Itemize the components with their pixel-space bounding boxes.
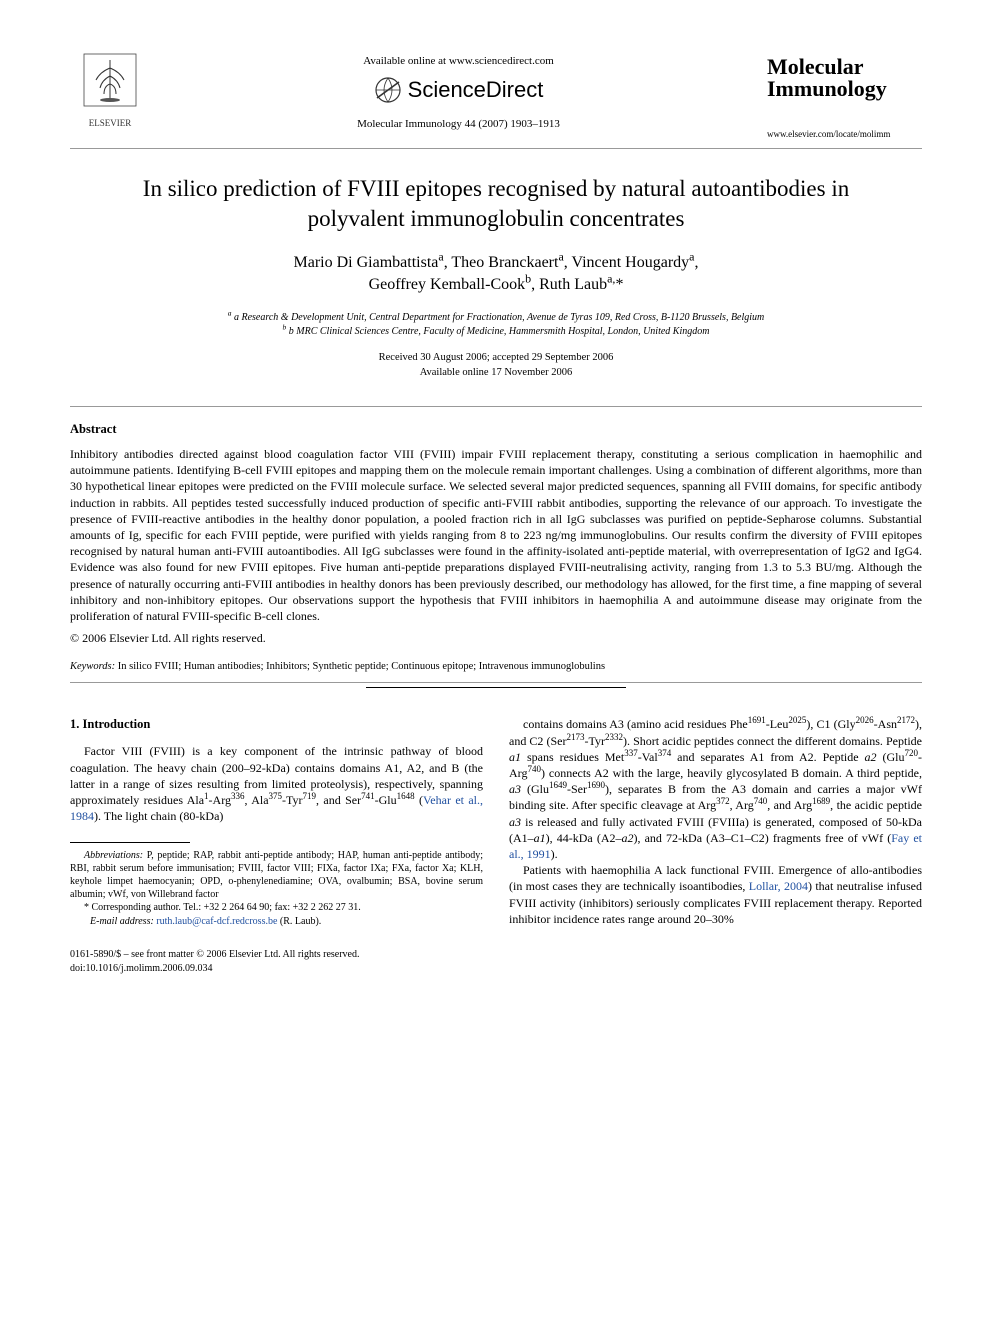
right-column: contains domains A3 (amino acid residues… bbox=[509, 716, 922, 928]
intro-para-right-2: Patients with haemophilia A lack functio… bbox=[509, 862, 922, 927]
journal-header: ELSEVIER Available online at www.science… bbox=[70, 50, 922, 149]
authors-line-1: Mario Di Giambattistaa, Theo Branckaerta… bbox=[70, 252, 922, 274]
elsevier-label: ELSEVIER bbox=[70, 117, 150, 129]
front-matter-line: 0161-5890/$ – see front matter © 2006 El… bbox=[70, 948, 922, 962]
doi-line: doi:10.1016/j.molimm.2006.09.034 bbox=[70, 962, 922, 976]
journal-url: www.elsevier.com/locate/molimm bbox=[767, 128, 922, 140]
abstract-body: Inhibitory antibodies directed against b… bbox=[70, 446, 922, 624]
sciencedirect-icon bbox=[374, 76, 402, 104]
email-label: E-mail address: bbox=[90, 916, 154, 927]
journal-name-line2: Immunology bbox=[767, 78, 922, 100]
sciencedirect-label: ScienceDirect bbox=[408, 75, 544, 105]
article-title: In silico prediction of FVIII epitopes r… bbox=[110, 174, 882, 234]
citation-fay[interactable]: Fay et al., 1991 bbox=[509, 831, 922, 861]
journal-logo-block: Molecular Immunology www.elsevier.com/lo… bbox=[767, 50, 922, 140]
available-online-text: Available online at www.sciencedirect.co… bbox=[160, 54, 757, 69]
header-center: Available online at www.sciencedirect.co… bbox=[150, 50, 767, 131]
intro-para-right-1: contains domains A3 (amino acid residues… bbox=[509, 716, 922, 862]
abbrev-label: Abbreviations: bbox=[84, 850, 143, 861]
elsevier-logo: ELSEVIER bbox=[70, 50, 150, 129]
corresponding-email: E-mail address: ruth.laub@caf-dcf.redcro… bbox=[70, 915, 483, 929]
elsevier-tree-icon bbox=[80, 50, 140, 110]
dates-received: Received 30 August 2006; accepted 29 Sep… bbox=[70, 350, 922, 365]
dates-available: Available online 17 November 2006 bbox=[70, 365, 922, 380]
journal-reference: Molecular Immunology 44 (2007) 1903–1913 bbox=[160, 117, 757, 132]
keywords-label: Keywords: bbox=[70, 661, 115, 672]
keywords-line: Keywords: In silico FVIII; Human antibod… bbox=[70, 660, 922, 674]
section-divider bbox=[366, 687, 626, 688]
body-two-columns: 1. Introduction Factor VIII (FVIII) is a… bbox=[70, 716, 922, 928]
corresponding-author: * Corresponding author. Tel.: +32 2 264 … bbox=[70, 901, 483, 915]
intro-para-left: Factor VIII (FVIII) is a key component o… bbox=[70, 743, 483, 824]
affiliations: a a Research & Development Unit, Central… bbox=[70, 311, 922, 340]
sciencedirect-logo: ScienceDirect bbox=[160, 75, 757, 105]
citation-lollar[interactable]: Lollar, 2004 bbox=[749, 879, 808, 893]
affiliation-a: a a Research & Development Unit, Central… bbox=[70, 311, 922, 326]
affiliation-b: b b MRC Clinical Sciences Centre, Facult… bbox=[70, 325, 922, 340]
footnote-rule bbox=[70, 842, 190, 843]
abstract-heading: Abstract bbox=[70, 421, 922, 438]
introduction-heading: 1. Introduction bbox=[70, 716, 483, 733]
rule-above-abstract bbox=[70, 406, 922, 407]
authors-line-2: Geoffrey Kemball-Cookb, Ruth Lauba,* bbox=[70, 274, 922, 296]
abstract-copyright: © 2006 Elsevier Ltd. All rights reserved… bbox=[70, 630, 922, 646]
email-who: (R. Laub). bbox=[280, 916, 321, 927]
rule-below-keywords bbox=[70, 682, 922, 683]
email-link[interactable]: ruth.laub@caf-dcf.redcross.be bbox=[156, 916, 277, 927]
corr-phone: Tel.: +32 2 264 64 90; fax: +32 2 262 27… bbox=[183, 902, 361, 913]
doi-footer: 0161-5890/$ – see front matter © 2006 El… bbox=[70, 948, 922, 975]
journal-name-line1: Molecular bbox=[767, 56, 922, 78]
article-dates: Received 30 August 2006; accepted 29 Sep… bbox=[70, 350, 922, 380]
corr-label: * Corresponding author. bbox=[84, 902, 181, 913]
keywords-text: In silico FVIII; Human antibodies; Inhib… bbox=[118, 661, 605, 672]
abbreviations-block: Abbreviations: P, peptide; RAP, rabbit a… bbox=[70, 849, 483, 901]
left-column: 1. Introduction Factor VIII (FVIII) is a… bbox=[70, 716, 483, 928]
author-list: Mario Di Giambattistaa, Theo Branckaerta… bbox=[70, 252, 922, 297]
